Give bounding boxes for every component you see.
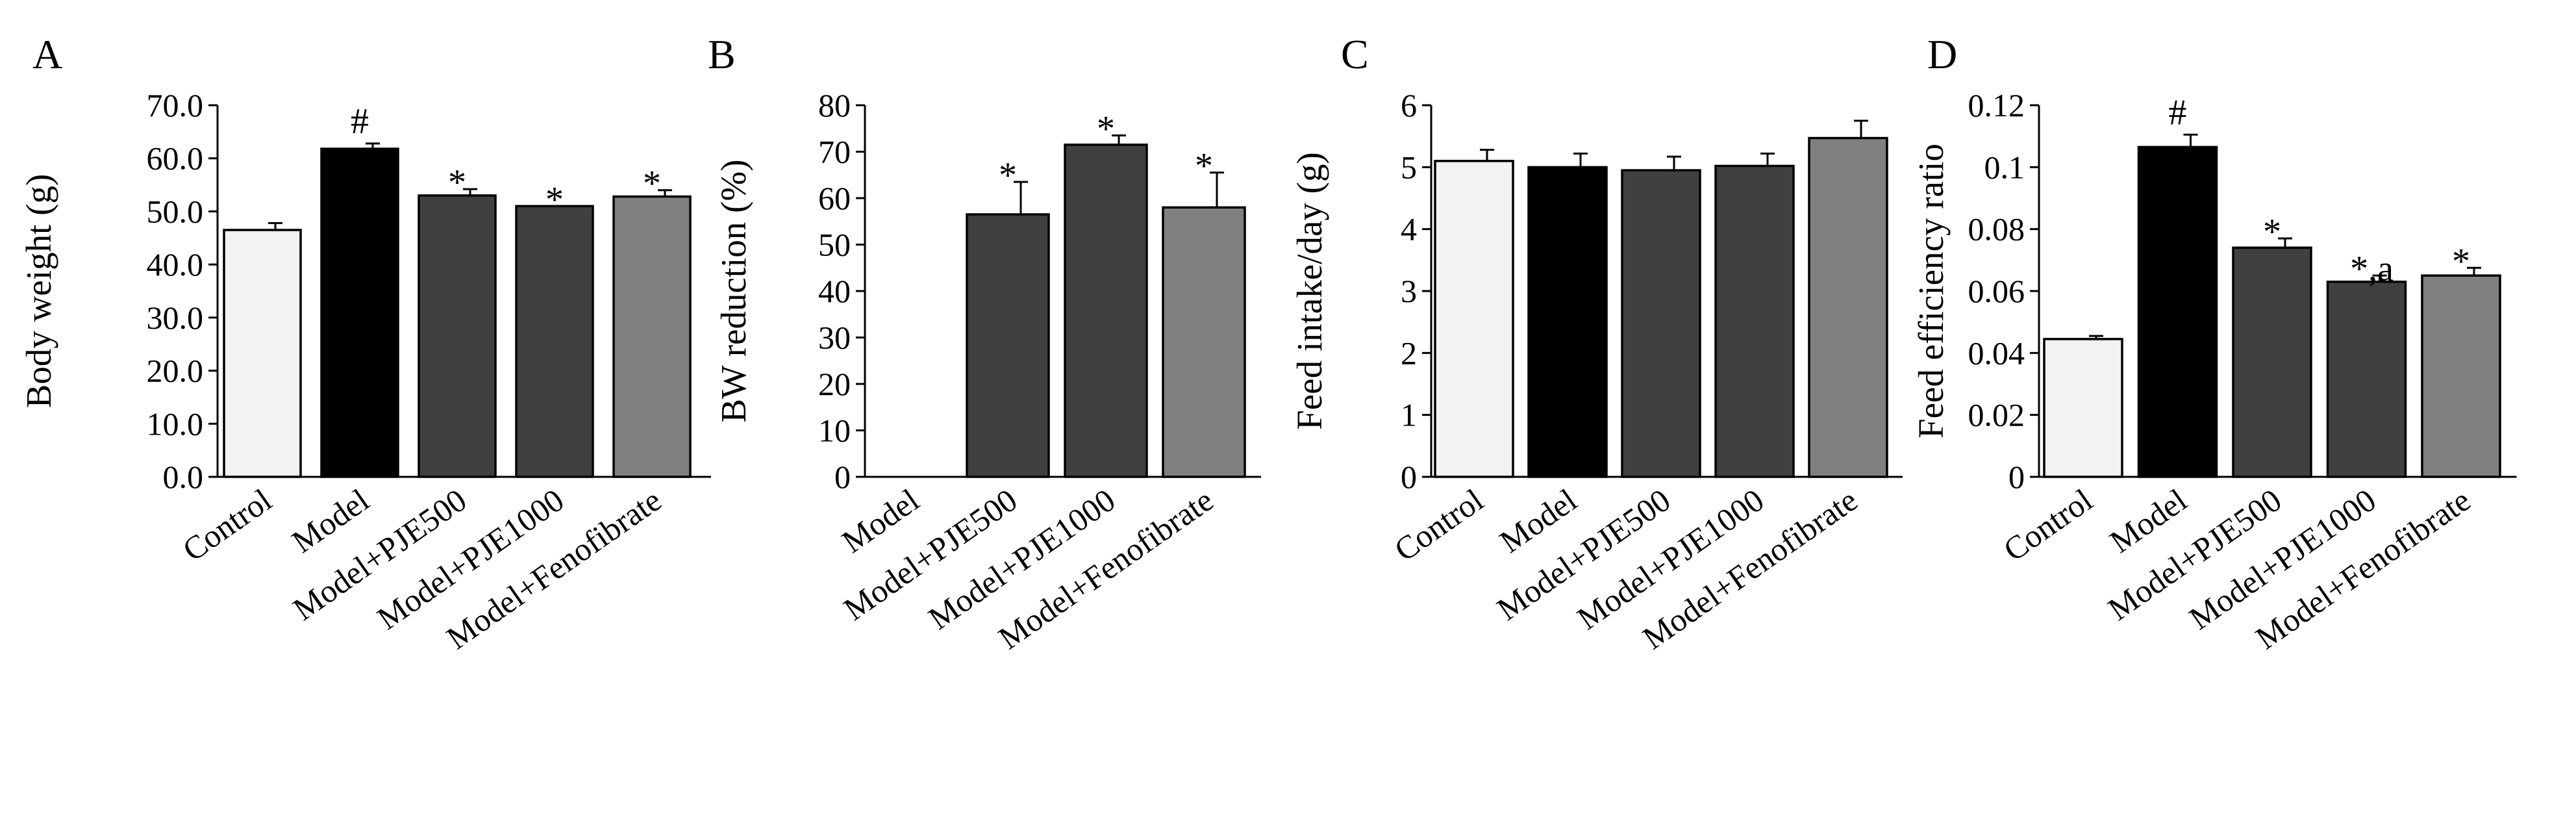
bar-control: [2043, 338, 2123, 478]
y-tick-label: 0.1: [1984, 149, 2025, 185]
bar-model-pje500: [1621, 169, 1701, 478]
significance-marker: #: [351, 101, 369, 142]
y-tick-label: 4: [1401, 211, 1417, 248]
y-tick-label: 0.06: [1968, 273, 2025, 309]
y-tick-label: 0.02: [1968, 397, 2025, 433]
y-tick-label: 40: [818, 273, 851, 309]
significance-marker: *: [643, 164, 661, 204]
bar-model-fenofibrate: [1162, 206, 1246, 478]
panel-a: A Body weight (g) 0.0 10.0 20.0 30.0 40.0 50.0 6…: [19, 31, 711, 656]
panel-letter: C: [1341, 31, 1369, 77]
significance-marker: *: [1097, 108, 1115, 149]
y-tick-label: 0.04: [1968, 335, 2025, 371]
bar-model-pje500: [966, 213, 1050, 478]
y-tick-label: 6: [1401, 87, 1417, 123]
y-tick-label: 0.0: [163, 459, 204, 495]
y-tick-label: 60.0: [147, 140, 204, 177]
y-axis-label: Body weight (g): [19, 174, 58, 409]
significance-marker: *,a: [2350, 249, 2394, 289]
y-tick-label: 1: [1401, 397, 1417, 433]
y-tick-label: 0: [2008, 459, 2025, 495]
significance-marker: *: [999, 155, 1017, 196]
y-tick-label: 0: [1401, 459, 1417, 495]
y-tick-label: 10: [818, 413, 851, 449]
bar-model: [320, 147, 399, 478]
y-tick-label: 10.0: [147, 405, 204, 442]
bar-model-fenofibrate: [1808, 136, 1888, 478]
y-tick-label: 20.0: [147, 353, 204, 389]
significance-marker: #: [2169, 92, 2187, 133]
y-tick-label: 40.0: [147, 246, 204, 283]
y-tick-label: 30.0: [147, 299, 204, 336]
bar-model-pje1000: [1714, 164, 1795, 478]
panel-d: D Feed efficiency ratio 0 0.02 0.04 0.06 0.08 0…: [1911, 31, 2517, 656]
y-tick-label: 20: [818, 366, 851, 402]
y-tick-label: 0.08: [1968, 211, 2025, 248]
y-tick-label: 70: [818, 134, 851, 170]
panel-letter: D: [1927, 31, 1957, 77]
bar-model-pje1000: [2326, 280, 2407, 478]
y-tick-label: 5: [1401, 149, 1417, 185]
significance-marker: *: [1195, 146, 1213, 186]
bar-model-pje1000: [515, 205, 594, 478]
bar-control: [223, 229, 302, 478]
panel-b: BBW reduction (%)01020304050607080Model*…: [708, 31, 1261, 656]
y-tick-label: 50: [818, 227, 851, 263]
y-tick-label: 2: [1401, 335, 1417, 371]
significance-marker: *: [448, 162, 466, 203]
y-tick-label: 3: [1401, 273, 1417, 309]
y-tick-label: 30: [818, 320, 851, 356]
y-tick-label: 80: [818, 87, 851, 123]
y-tick-label: 0.12: [1968, 87, 2025, 123]
bar-control: [1434, 160, 1514, 478]
y-axis-label: Feed intake/day (g): [1290, 152, 1329, 430]
significance-marker: *: [2263, 212, 2281, 252]
bar-model-pje500: [418, 194, 497, 478]
panel-letter: A: [32, 31, 62, 77]
y-tick-label: 0: [834, 459, 851, 495]
y-tick-label: 50.0: [147, 193, 204, 229]
panel-letter: B: [708, 31, 736, 77]
bar-model: [2137, 146, 2218, 478]
y-axis-label: BW reduction (%): [714, 159, 753, 422]
bar-model-fenofibrate: [612, 195, 692, 478]
significance-marker: *: [2452, 241, 2470, 281]
y-axis-label: Feed efficiency ratio: [1911, 144, 1951, 439]
bar-model-fenofibrate: [2421, 274, 2501, 478]
bar-model-pje500: [2232, 246, 2312, 478]
significance-marker: *: [545, 179, 564, 220]
bar-model-pje1000: [1064, 144, 1148, 478]
bar-model: [1527, 166, 1608, 478]
y-tick-label: 60: [818, 180, 851, 216]
y-tick-label: 70.0: [147, 87, 204, 123]
